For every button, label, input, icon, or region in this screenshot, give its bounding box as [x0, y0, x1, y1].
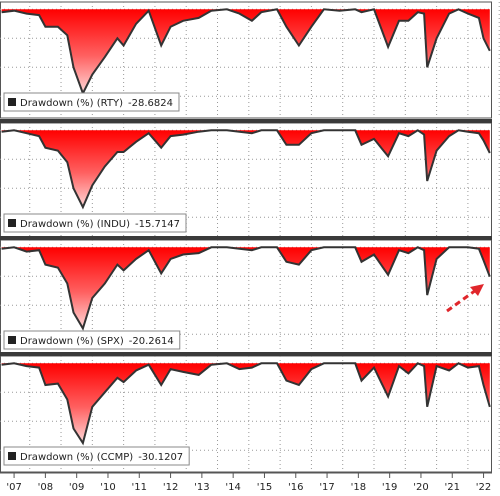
- x-tick-label: '09: [69, 482, 84, 493]
- drawdown-area: [1, 363, 490, 443]
- drawdown-line: [1, 129, 491, 210]
- legend-last-value: -28.6824: [128, 98, 173, 109]
- x-tick-label: '22: [476, 482, 491, 493]
- x-tick-label: '12: [163, 482, 178, 493]
- x-tick-label: '18: [351, 482, 366, 493]
- x-tick-label: '07: [6, 482, 21, 493]
- legend-last-value: -30.1207: [138, 452, 183, 463]
- legend-box: [3, 330, 181, 350]
- legend-swatch: [8, 98, 16, 106]
- annotation-arrowhead: [470, 284, 484, 296]
- legend-swatch: [8, 452, 16, 460]
- drawdown-line: [1, 246, 491, 331]
- legend-label: Drawdown (%) (RTY): [20, 98, 123, 109]
- legend-swatch: [8, 219, 16, 227]
- x-tick-label: '13: [194, 482, 209, 493]
- panel-separator: [0, 352, 492, 356]
- drawdown-area: [1, 130, 490, 208]
- x-tick-label: '21: [445, 482, 460, 493]
- x-tick-label: '10: [100, 482, 115, 493]
- legend-label: Drawdown (%) (INDU): [20, 219, 130, 230]
- annotation-arrow: [446, 288, 477, 313]
- legend-label: Drawdown (%) (CCMP): [20, 452, 133, 463]
- x-tick-label: '15: [257, 482, 272, 493]
- drawdown-line: [1, 8, 491, 96]
- x-tick-label: '14: [225, 482, 240, 493]
- x-tick-label: '20: [413, 482, 428, 493]
- legend-last-value: -20.2614: [129, 336, 174, 347]
- legend-box: [3, 213, 187, 233]
- drawdown-area: [1, 247, 490, 329]
- legend-box: [3, 446, 190, 466]
- legend-last-value: -15.7147: [135, 219, 180, 230]
- legend-label: Drawdown (%) (SPX): [20, 336, 124, 347]
- drawdown-line: [1, 362, 491, 446]
- x-tick-label: '08: [38, 482, 53, 493]
- panel-separator: [0, 236, 492, 240]
- panel-separator: [0, 119, 492, 123]
- x-tick-label: '17: [319, 482, 334, 493]
- x-tick-label: '11: [132, 482, 147, 493]
- x-tick-label: '19: [382, 482, 397, 493]
- x-tick-label: '16: [288, 482, 303, 493]
- drawdown-area: [1, 9, 490, 94]
- legend-box: [3, 92, 180, 112]
- legend-swatch: [8, 336, 16, 344]
